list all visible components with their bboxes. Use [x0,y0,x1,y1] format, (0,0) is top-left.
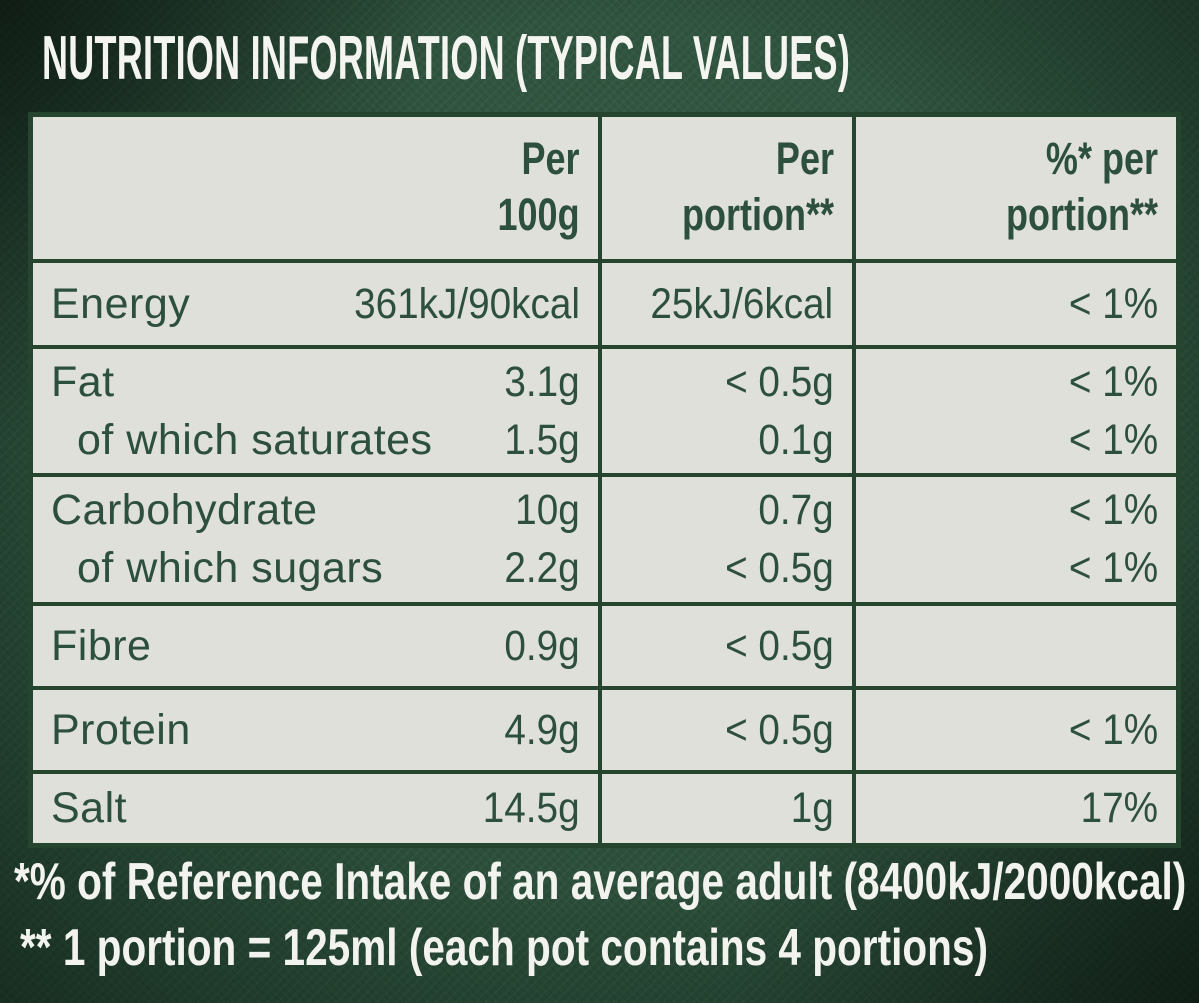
saturates-pct: < 1% [1068,415,1158,464]
energy-pct: < 1% [1068,279,1158,328]
header-per-portion: Per portion** [597,112,856,263]
fibre-label: Fibre [51,621,152,670]
protein-label-cell: Protein 4.9g [28,685,602,774]
fibre-pct-cell [851,601,1181,690]
salt-pct-cell: 17% [851,769,1181,848]
energy-pct-cell: < 1% [851,258,1181,349]
fibre-label-cell: Fibre 0.9g [28,601,602,690]
row-carbohydrate: Carbohydrate 10g of which sugars 2.2g 0.… [28,472,1181,606]
fat-per-100g: 3.1g [504,357,580,406]
fibre-per-portion-cell: < 0.5g [597,601,856,690]
saturates-per-100g: 1.5g [504,415,580,464]
row-fat: Fat 3.1g of which saturates 1.5g < 0.5g … [28,344,1181,477]
fat-per-portion-cell: < 0.5g 0.1g [597,344,856,477]
sugars-per-portion: < 0.5g [724,544,834,592]
row-protein: Protein 4.9g < 0.5g < 1% [28,685,1181,774]
fat-per-portion: < 0.5g [724,357,834,406]
salt-per-100g: 14.5g [482,784,580,833]
protein-label: Protein [51,705,191,754]
row-energy: Energy 361kJ/90kcal 25kJ/6kcal < 1% [28,258,1181,349]
protein-pct-cell: < 1% [851,685,1181,774]
energy-per-portion: 25kJ/6kcal [650,279,834,328]
header-pct-per-portion: %* per portion** [851,112,1181,263]
page-title-text: NUTRITION INFORMATION (TYPICAL VALUES) [42,24,851,93]
salt-label-cell: Salt 14.5g [28,769,602,848]
energy-per-portion-cell: 25kJ/6kcal [597,258,856,349]
protein-per-100g: 4.9g [504,705,580,754]
carbohydrate-pct: < 1% [1068,486,1158,534]
row-fibre: Fibre 0.9g < 0.5g [28,601,1181,690]
protein-per-portion-cell: < 0.5g [597,685,856,774]
header-per-100g: Per 100g [28,112,602,263]
footnote-portion-size: ** 1 portion = 125ml (each pot contains … [20,919,988,977]
energy-label: Energy [51,279,191,328]
energy-per-100g: 361kJ/90kcal [353,279,580,328]
protein-per-portion: < 0.5g [724,705,834,754]
protein-pct: < 1% [1068,705,1158,754]
carbohydrate-per-portion: 0.7g [758,486,834,534]
footnote-reference-intake: *% of Reference Intake of an average adu… [14,853,1187,911]
nutrition-table: Per 100g Per portion** %* per portion** … [28,112,1181,848]
sugars-label: of which sugars [77,544,384,592]
salt-per-portion: 1g [790,784,834,833]
energy-label-cell: Energy 361kJ/90kcal [28,258,602,349]
sugars-per-100g: 2.2g [504,544,580,592]
page-title: NUTRITION INFORMATION (TYPICAL VALUES) [42,24,1199,94]
fat-label-cell: Fat 3.1g of which saturates 1.5g [28,344,602,477]
carbohydrate-per-portion-cell: 0.7g < 0.5g [597,472,856,606]
carbohydrate-per-100g: 10g [514,486,580,534]
fat-label: Fat [51,357,115,406]
carbohydrate-label-cell: Carbohydrate 10g of which sugars 2.2g [28,472,602,606]
sugars-pct: < 1% [1068,544,1158,592]
fat-pct: < 1% [1068,357,1158,406]
table-header-row: Per 100g Per portion** %* per portion** [28,112,1181,263]
fat-pct-cell: < 1% < 1% [851,344,1181,477]
carbohydrate-pct-cell: < 1% < 1% [851,472,1181,606]
fibre-per-100g: 0.9g [504,621,580,670]
salt-pct: 17% [1080,784,1158,833]
carbohydrate-label: Carbohydrate [51,486,318,534]
salt-label: Salt [51,784,128,833]
saturates-per-portion: 0.1g [758,415,834,464]
row-salt: Salt 14.5g 1g 17% [28,769,1181,848]
saturates-label: of which saturates [77,415,433,464]
salt-per-portion-cell: 1g [597,769,856,848]
fibre-per-portion: < 0.5g [724,621,834,670]
